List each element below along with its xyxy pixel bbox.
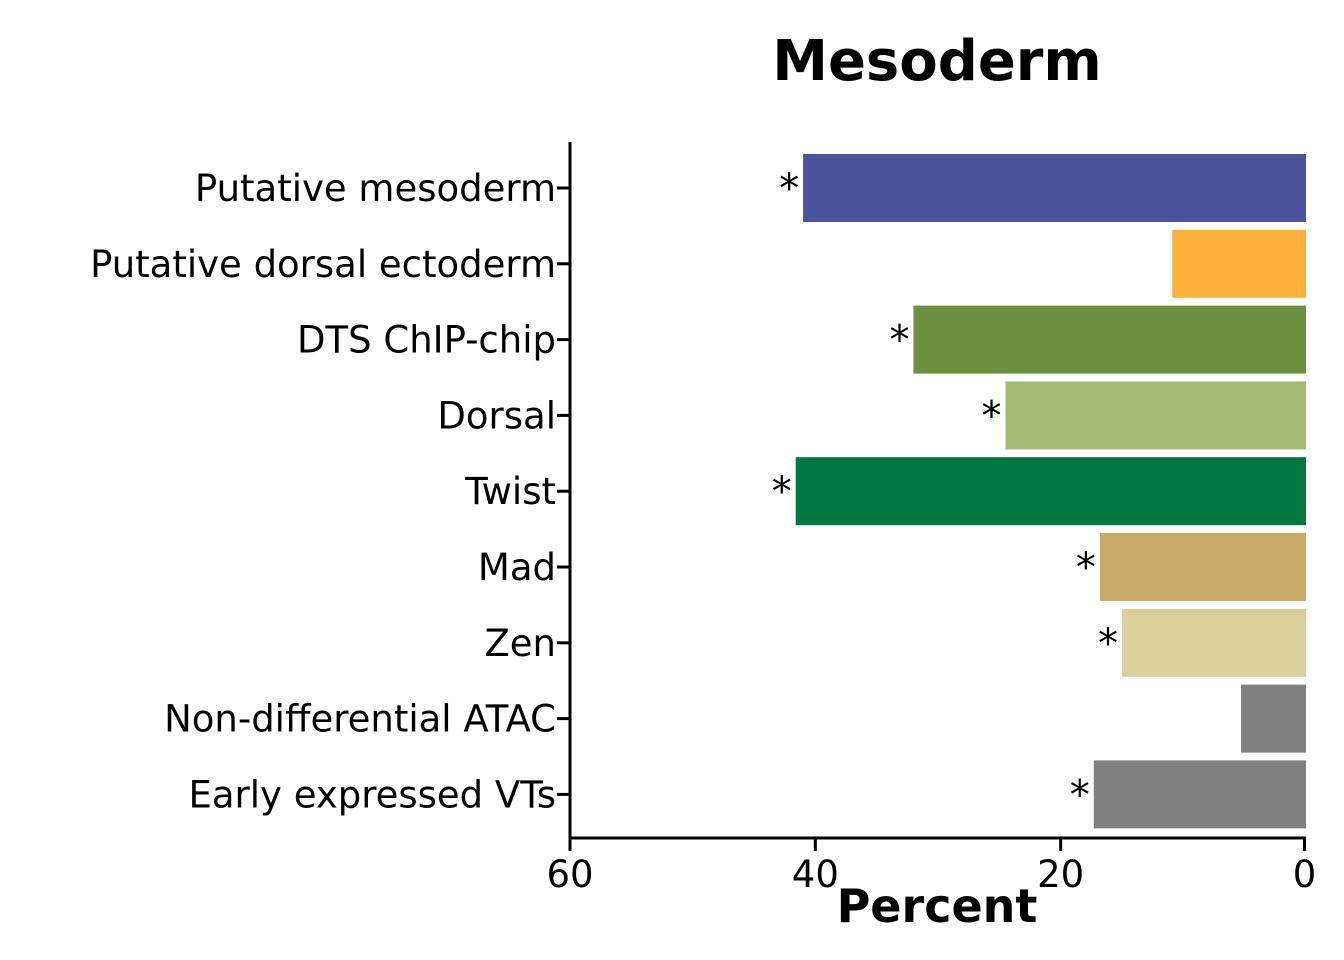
x-tick-label-2: 20	[1037, 853, 1084, 896]
category-label-8: Early expressed VTs	[189, 773, 557, 816]
category-label-7: Non-differential ATAC	[164, 698, 556, 741]
significance-marker-0: *	[779, 166, 799, 212]
bar-6	[1122, 608, 1306, 677]
significance-marker-8: *	[1070, 772, 1090, 818]
bar-4	[795, 457, 1306, 526]
bar-2	[913, 305, 1306, 374]
bar-7	[1240, 684, 1306, 753]
chart-title: Mesoderm	[772, 29, 1102, 94]
category-label-0: Putative mesoderm	[195, 167, 556, 210]
bar-5	[1099, 533, 1306, 601]
bar-1	[1172, 229, 1306, 298]
x-tick-label-3: 0	[1293, 853, 1317, 896]
category-label-6: Zen	[484, 622, 556, 665]
bar-0	[803, 154, 1306, 222]
x-axis: 60 40 20 0	[546, 836, 1317, 896]
significance-marker-2: *	[889, 318, 909, 364]
category-label-5: Mad	[478, 546, 556, 589]
category-label-4: Twist	[464, 470, 556, 513]
category-label-1: Putative dorsal ectoderm	[90, 243, 556, 286]
significance-marker-3: *	[981, 393, 1001, 439]
significance-marker-6: *	[1098, 621, 1118, 667]
category-label-3: Dorsal	[437, 394, 556, 437]
bar-3	[1005, 381, 1306, 450]
bars-group: *******	[772, 154, 1306, 829]
significance-marker-5: *	[1076, 545, 1096, 591]
x-tick-label-0: 60	[546, 853, 593, 896]
x-axis-label: Percent	[837, 879, 1038, 933]
significance-marker-4: *	[772, 469, 792, 515]
y-axis: Putative mesoderm Putative dorsal ectoder…	[90, 142, 572, 840]
x-tick-label-1: 40	[792, 853, 839, 896]
category-label-2: DTS ChIP-chip	[297, 319, 556, 362]
bar-8	[1093, 760, 1306, 829]
